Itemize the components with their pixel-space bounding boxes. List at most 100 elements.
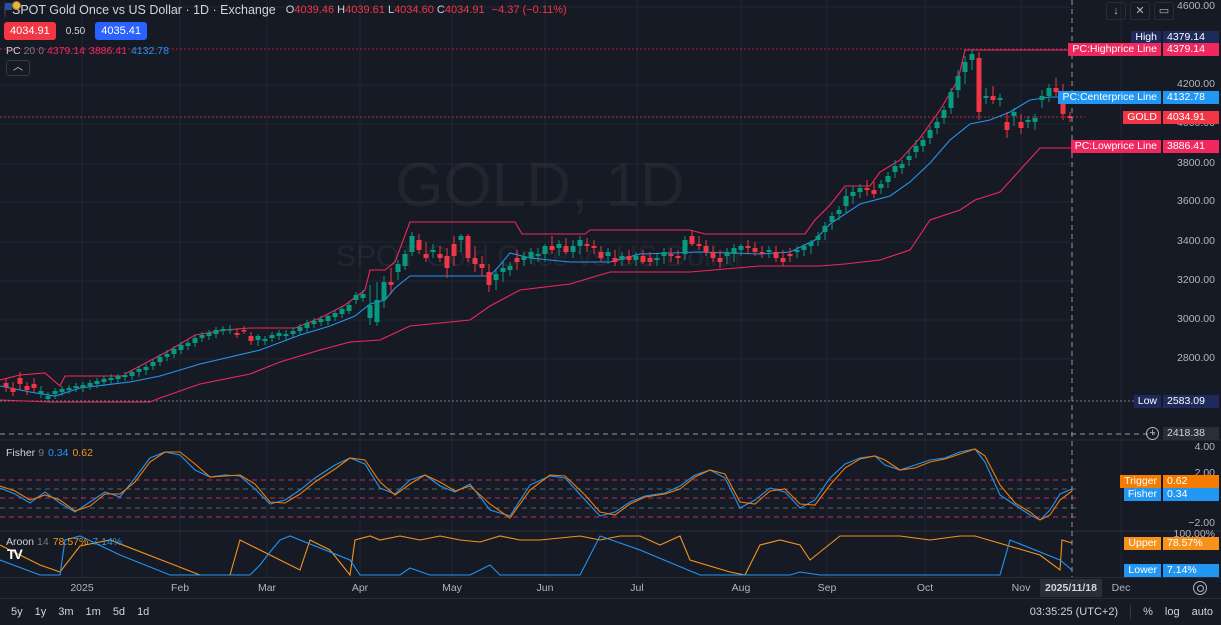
gold-tag-value: 4034.91 — [1163, 111, 1219, 124]
chevron-up-icon: ︿ — [13, 62, 23, 73]
crosshair-price-label: 2418.38 — [1163, 427, 1219, 440]
upper-tag-label: Upper — [1124, 537, 1161, 550]
time-axis-label: 2025 — [70, 582, 94, 594]
pc-center-value: 4132.78 — [130, 45, 169, 57]
bottom-toolbar: 5y 1y 3m 1m 5d 1d 03:35:25 (UTC+2) % log… — [0, 598, 1221, 625]
aroon-name: Aroon — [6, 536, 35, 548]
high-tag-label: High — [1131, 31, 1161, 44]
pc-params: 20 0 — [23, 45, 45, 57]
buy-button[interactable]: 4035.41 — [95, 22, 147, 40]
pane-toolbar: ↓ ✕ ▭ — [1106, 2, 1174, 20]
trigger-tag-value: 0.62 — [1163, 475, 1219, 488]
time-axis-label: May — [442, 582, 462, 594]
aroon-params: 14 — [37, 536, 49, 548]
pc-lowprice-tag-label: PC:Lowprice Line — [1070, 140, 1161, 153]
time-axis-label: Sep — [817, 582, 837, 594]
auto-scale-toggle[interactable]: auto — [1191, 606, 1213, 618]
time-axis-label: Aug — [731, 582, 751, 594]
pc-centerprice-tag-label: PC:Centerprice Line — [1058, 91, 1161, 104]
axis-tick-label: −2.00 — [1188, 517, 1215, 529]
high-label: H — [337, 4, 346, 16]
symbol-legend: SPOT Gold Once vs US Dollar · 1D · Excha… — [4, 1, 567, 18]
axis-tick-label: 4600.00 — [1177, 0, 1215, 12]
gold-tag-label: GOLD — [1123, 111, 1161, 124]
fisher-value: 0.34 — [48, 447, 69, 459]
range-3m-button[interactable]: 3m — [58, 606, 74, 618]
low-label: L — [387, 4, 395, 16]
time-axis-label: Dec — [1111, 582, 1131, 594]
time-axis-label: Oct — [916, 582, 934, 594]
lower-tag-label: Lower — [1124, 564, 1161, 577]
pc-centerprice-tag-value: 4132.78 — [1163, 91, 1219, 104]
time-axis-label: Nov — [1011, 582, 1031, 594]
collapse-legend-button[interactable]: ︿ — [6, 60, 30, 76]
time-axis-label: Jun — [536, 582, 554, 594]
pc-indicator-legend[interactable]: PC 20 0 4379.14 3886.41 4132.78 — [6, 45, 169, 57]
pc-low-value: 3886.41 — [89, 45, 127, 57]
fisher-name: Fisher — [6, 447, 36, 459]
axis-tick-label: 4200.00 — [1177, 78, 1215, 90]
close-label: C — [436, 4, 445, 16]
axis-tick-label: 3000.00 — [1177, 313, 1215, 325]
upper-tag-value: 78.57% — [1163, 537, 1219, 550]
sell-button[interactable]: 4034.91 — [4, 22, 56, 40]
pc-highprice-tag-label: PC:Highprice Line — [1068, 43, 1161, 56]
collapse-icon[interactable]: ✕ — [1130, 2, 1150, 20]
range-5y-button[interactable]: 5y — [11, 606, 23, 618]
time-axis-label: Mar — [257, 582, 277, 594]
low-value: 4034.60 — [394, 4, 434, 16]
bid-ask-panel: 4034.91 0.50 4035.41 — [4, 22, 147, 40]
high-tag-value: 4379.14 — [1163, 31, 1219, 44]
low-tag-value: 2583.09 — [1163, 395, 1219, 408]
open-value: 4039.46 — [294, 4, 335, 16]
fisher-tag-label: Fisher — [1123, 488, 1161, 501]
fisher-indicator-legend[interactable]: Fisher 9 0.34 0.62 — [6, 447, 97, 459]
time-axis-label: Jul — [630, 582, 644, 594]
axis-tick-label: 4.00 — [1194, 441, 1215, 453]
fisher-tag-value: 0.34 — [1163, 488, 1219, 501]
axis-tick-label: 3600.00 — [1177, 195, 1215, 207]
add-alert-plus-icon[interactable]: + — [1146, 427, 1159, 440]
log-scale-toggle[interactable]: log — [1164, 606, 1180, 618]
pc-name: PC — [6, 45, 21, 57]
aroon-indicator-legend[interactable]: Aroon 14 78.57% 7.14% — [6, 536, 126, 548]
maximize-icon[interactable]: ▭ — [1154, 2, 1174, 20]
tradingview-logo-icon[interactable]: TV — [7, 546, 23, 562]
symbol-flag-icon — [4, 1, 21, 18]
axis-tick-label: 3800.00 — [1177, 157, 1215, 169]
high-value: 4039.61 — [345, 4, 385, 16]
range-1m-button[interactable]: 1m — [85, 606, 101, 618]
axis-tick-label: 3400.00 — [1177, 235, 1215, 247]
clock-timezone[interactable]: 03:35:25 (UTC+2) — [1029, 606, 1119, 618]
open-label: O — [285, 4, 295, 16]
ohlc-values: O4039.46 H4039.61 L4034.60 C4034.91 −4.3… — [286, 4, 567, 16]
range-1d-button[interactable]: 1d — [137, 606, 150, 618]
trigger-tag-label: Trigger — [1120, 475, 1161, 488]
range-5d-button[interactable]: 5d — [112, 606, 126, 618]
lower-tag-value: 7.14% — [1163, 564, 1219, 577]
arrow-down-icon[interactable]: ↓ — [1106, 2, 1126, 20]
change-value: −4.37 (−0.11%) — [491, 4, 567, 16]
pc-high-value: 4379.14 — [47, 45, 85, 57]
time-axis-label: Apr — [351, 582, 369, 594]
spread-value: 0.50 — [65, 25, 86, 37]
trigger-value: 0.62 — [72, 447, 93, 459]
crosshair-date-label: 2025/11/18 — [1040, 579, 1102, 597]
time-axis[interactable]: 2025 Feb Mar Apr May Jun Jul Aug Sep Oct Nov Dec 20… — [0, 577, 1221, 597]
pc-lowprice-tag-value: 3886.41 — [1163, 140, 1219, 153]
percent-scale-toggle[interactable]: % — [1143, 606, 1153, 618]
range-1y-button[interactable]: 1y — [34, 606, 47, 618]
low-tag-label: Low — [1133, 395, 1161, 408]
time-axis-label: Feb — [170, 582, 190, 594]
axis-tick-label: 2800.00 — [1177, 352, 1215, 364]
aroon-lower-value: 7.14% — [92, 536, 123, 548]
aroon-upper-value: 78.57% — [52, 536, 89, 548]
pc-highprice-tag-value: 4379.14 — [1163, 43, 1219, 56]
close-value: 4034.91 — [444, 4, 485, 16]
fisher-params: 9 — [38, 447, 45, 459]
symbol-title[interactable]: SPOT Gold Once vs US Dollar · 1D · Excha… — [12, 3, 276, 17]
settings-gear-icon[interactable] — [1193, 581, 1207, 595]
divider — [1130, 605, 1132, 619]
